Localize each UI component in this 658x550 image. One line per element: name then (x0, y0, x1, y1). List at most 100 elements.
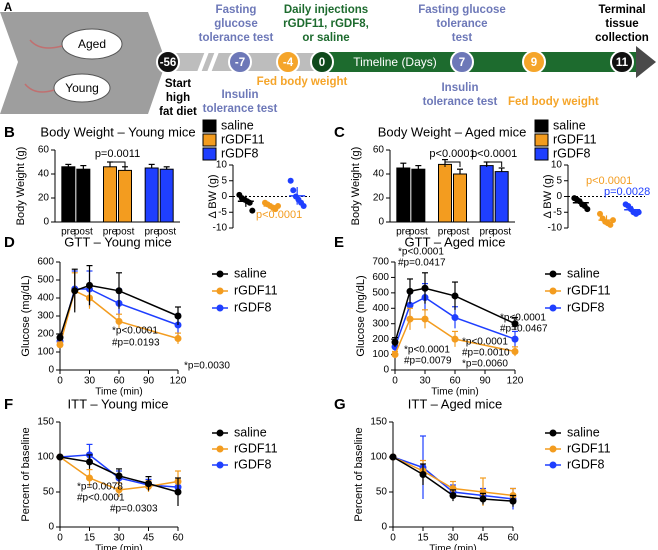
data-point (86, 458, 93, 466)
y-axis-label: Δ BW (g) (207, 174, 219, 218)
day-label: 7 (459, 57, 465, 69)
data-point (511, 320, 519, 328)
bar (396, 167, 411, 223)
x-tick-label: 120 (507, 376, 524, 387)
y-tick-label: 150 (370, 417, 387, 428)
event-label: Fed body weight (257, 76, 348, 88)
day-label: -56 (160, 57, 177, 69)
y-tick-label: 200 (37, 329, 54, 340)
day-label: 0 (319, 57, 325, 69)
legend-marker (549, 270, 557, 278)
y-tick-label: -5 (553, 207, 562, 218)
legend-label: rGDF8 (567, 457, 605, 471)
legend-swatch (534, 119, 549, 133)
day-node (610, 50, 634, 74)
annotation: *p=0.0030 (184, 361, 230, 372)
annotation: *p<0.0001 (398, 247, 444, 258)
y-tick-label: 700 (372, 257, 389, 268)
y-axis-label: Percent of baseline (20, 427, 32, 521)
data-point (607, 221, 614, 228)
y-tick-label: 5 (556, 175, 562, 186)
y-tick-label: 500 (37, 275, 54, 286)
x-tick-label: 30 (419, 376, 431, 387)
mouse-icon (53, 73, 111, 103)
data-point (174, 312, 182, 320)
y-tick-label: 500 (372, 287, 389, 298)
y-tick-label: 40 (38, 169, 50, 180)
data-point (421, 284, 429, 292)
annotation: #p=0.0193 (112, 338, 160, 349)
data-point (406, 301, 414, 309)
event-label: glucose (214, 18, 257, 30)
event-label: Fasting (216, 4, 257, 16)
bar (76, 168, 91, 223)
y-tick-label: 0 (221, 191, 227, 202)
legend-marker (549, 429, 557, 437)
event-label: high (166, 92, 190, 104)
legend-label: rGDF11 (553, 132, 597, 146)
arrow-head (636, 46, 656, 78)
x-tick-label: 30 (113, 533, 125, 544)
legend-label: rGDF8 (553, 146, 591, 160)
y-tick-label: 100 (370, 452, 387, 463)
x-tick-label: pre (61, 227, 76, 238)
legend-label: saline (234, 266, 267, 280)
annotation: #p=0.0303 (110, 504, 158, 515)
x-tick-label: pre (438, 227, 453, 238)
bar (118, 169, 132, 223)
legend-swatch (534, 147, 549, 161)
y-tick-label: 100 (37, 452, 54, 463)
data-point (406, 287, 414, 295)
bar (144, 167, 159, 223)
legend-swatch (534, 133, 549, 147)
data-point (406, 315, 414, 323)
legend-label: rGDF11 (221, 132, 265, 146)
y-tick-label: 150 (37, 417, 54, 428)
x-tick-label: 30 (84, 376, 96, 387)
legend-marker (549, 445, 557, 453)
event-label: tolerance test (199, 32, 274, 44)
y-tick-label: 200 (372, 334, 389, 345)
y-tick-label: 0 (383, 365, 389, 376)
x-axis-label: Time (min) (429, 544, 476, 550)
day-node (310, 50, 334, 74)
y-tick-label: 600 (37, 257, 54, 268)
data-point (511, 335, 519, 343)
legend-marker (216, 304, 224, 312)
panel-letter: F (4, 396, 13, 413)
bracket (486, 161, 503, 167)
data-point (56, 341, 64, 349)
data-point (115, 472, 123, 480)
day-node (156, 50, 180, 74)
y-axis-label: Percent of baseline (353, 427, 365, 521)
x-tick-label: 30 (447, 533, 459, 544)
legend-marker (216, 429, 224, 437)
x-tick-label: post (451, 227, 470, 238)
x-axis-label: Time (min) (431, 387, 478, 398)
data-point (389, 453, 397, 461)
x-tick-label: 15 (417, 533, 429, 544)
event-label: Terminal (598, 4, 645, 16)
annotation: p<0.0001 (429, 148, 475, 160)
data-point (584, 206, 591, 213)
annotation: *p<0.0001 (404, 345, 450, 356)
data-point (174, 488, 182, 496)
panel-letter: E (334, 234, 344, 251)
day-label: 9 (531, 57, 537, 69)
y-tick-label: 60 (38, 145, 50, 156)
legend-label: rGDF8 (234, 300, 272, 314)
x-tick-label: 45 (477, 533, 489, 544)
legend-label: saline (234, 425, 267, 439)
legend-swatch (202, 147, 217, 161)
legend-swatch (202, 119, 217, 133)
chart-title: Body Weight – Young mice (40, 124, 195, 139)
mouse-tail (24, 83, 55, 93)
panel-letter: G (334, 396, 346, 413)
y-tick-label: 300 (37, 311, 54, 322)
bar (494, 171, 509, 223)
x-axis-label: Time (min) (95, 544, 142, 550)
chart-title: GTT – Aged mice (405, 234, 506, 249)
track-break (196, 48, 220, 76)
y-axis-label: Body Weight (g) (15, 147, 27, 226)
annotation: *p=0.0078 (77, 482, 123, 493)
